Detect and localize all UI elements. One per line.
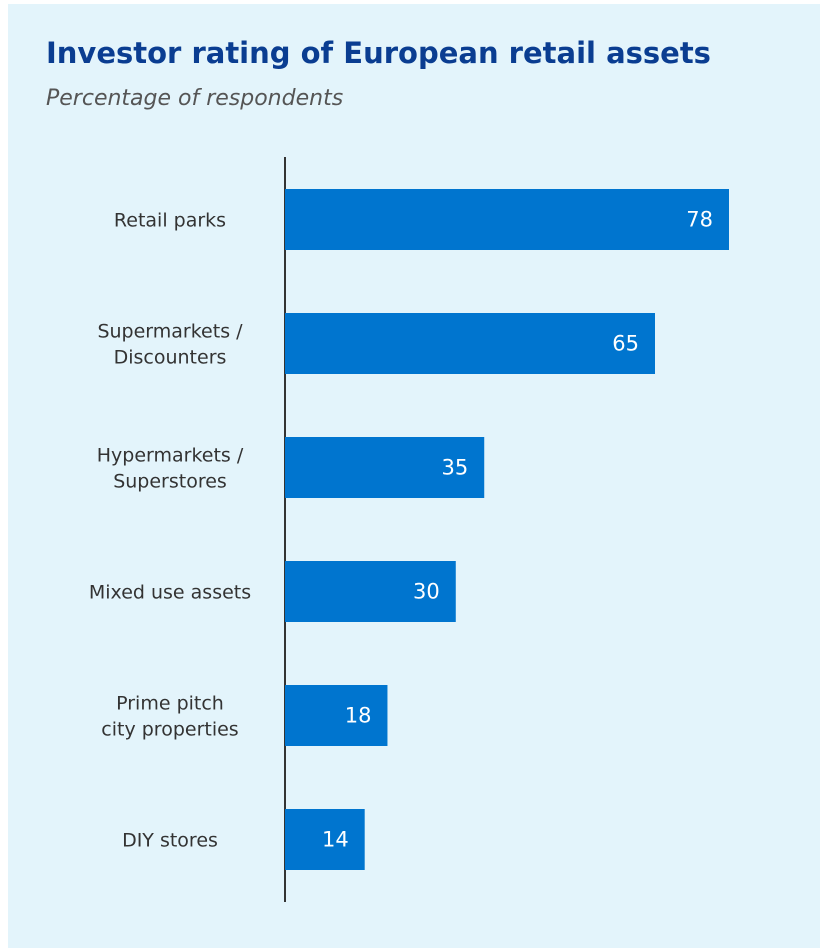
- category-label-line: DIY stores: [122, 830, 218, 852]
- bar: [285, 313, 655, 374]
- category-label: DIY stores: [122, 830, 218, 852]
- category-label-line: Discounters: [114, 347, 227, 369]
- category-label: Mixed use assets: [89, 582, 251, 604]
- category-label: Prime pitch city properties: [101, 693, 238, 741]
- bar-value-label: 65: [612, 332, 639, 356]
- bar: [285, 561, 456, 622]
- category-label: Supermarkets / Discounters: [97, 321, 243, 369]
- category-label: Retail parks: [114, 210, 226, 232]
- chart-title: Investor rating of European retail asset…: [46, 36, 711, 70]
- bar: [285, 809, 365, 870]
- category-label-line: Prime pitch: [116, 693, 224, 715]
- bar-value-label: 78: [686, 208, 713, 232]
- category-label: Hypermarkets / Superstores: [97, 445, 244, 493]
- bar: [285, 189, 729, 250]
- category-label-line: Hypermarkets /: [97, 445, 244, 467]
- bar-value-label: 35: [441, 456, 468, 480]
- bar-value-label: 14: [322, 828, 349, 852]
- bar-value-label: 30: [413, 580, 440, 604]
- bar: [285, 685, 388, 746]
- bar-value-label: 18: [345, 704, 372, 728]
- category-label-line: Superstores: [113, 471, 227, 493]
- category-label-line: Mixed use assets: [89, 582, 251, 604]
- bar: [285, 437, 485, 498]
- category-label-line: city properties: [101, 719, 238, 741]
- category-label-line: Supermarkets /: [97, 321, 243, 343]
- category-label-line: Retail parks: [114, 210, 226, 232]
- chart-subtitle: Percentage of respondents: [46, 86, 344, 111]
